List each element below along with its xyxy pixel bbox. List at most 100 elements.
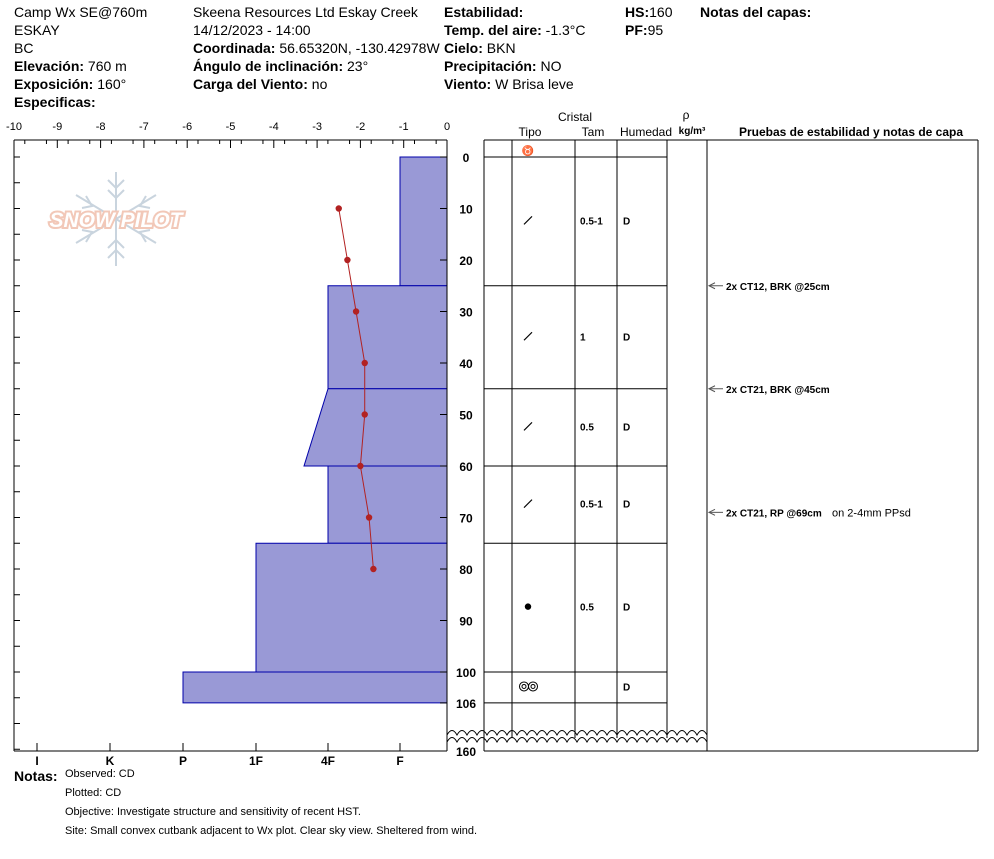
wind-label: Viento: bbox=[444, 76, 492, 92]
hs-row: HS:160 bbox=[625, 3, 672, 21]
hardness-tick-label: K bbox=[106, 754, 115, 768]
elevation-label: Elevación: bbox=[14, 58, 85, 74]
temp-tick-label: 0 bbox=[444, 121, 450, 133]
note-line-1: Observed: CD bbox=[65, 768, 135, 780]
decomposing-fragment-icon bbox=[523, 499, 533, 509]
temperature-profile bbox=[335, 205, 377, 573]
melt-freeze-icon bbox=[528, 681, 538, 692]
stability-label: Estabilidad: bbox=[444, 4, 524, 20]
rounded-grain-icon bbox=[524, 603, 532, 610]
hs-value: 160 bbox=[649, 4, 673, 20]
layer-size: 0.5-1 bbox=[580, 500, 603, 511]
break-wave-upper bbox=[446, 730, 708, 737]
precip-row: Precipitación: NO bbox=[444, 57, 586, 75]
note-line-4: Site: Small convex cutbank adjacent to W… bbox=[65, 825, 478, 837]
aspect-value: 160° bbox=[97, 76, 127, 92]
elevation-row: Elevación: 760 m bbox=[14, 57, 147, 75]
observation-datetime: 14/12/2023 - 14:00 bbox=[193, 22, 311, 38]
incline-row: Ángulo de inclinación: 23° bbox=[193, 57, 440, 75]
temperature-point bbox=[352, 308, 360, 315]
layer-moisture: D bbox=[623, 422, 630, 433]
temp-tick-label: -4 bbox=[269, 121, 279, 133]
surface-grain-icon: ♉ bbox=[522, 144, 534, 157]
decomposing-fragment-icon bbox=[523, 215, 533, 225]
airtemp-row: Temp. del aire: -1.3°C bbox=[444, 21, 586, 39]
airtemp-label: Temp. del aire: bbox=[444, 22, 542, 38]
note-line-3: Objective: Investigate structure and sen… bbox=[65, 806, 361, 818]
snowpilot-logo: SNOW PILOT bbox=[48, 172, 187, 266]
area-name: ESKAY bbox=[14, 22, 60, 38]
temp-tick-label: -7 bbox=[139, 121, 149, 133]
decomposing-fragment-icon bbox=[523, 331, 533, 341]
hardness-layer-4 bbox=[327, 465, 448, 544]
depth-tick-label: 90 bbox=[459, 615, 473, 629]
depth-tick-label: 80 bbox=[459, 563, 473, 577]
header-tests: Pruebas de estabilidad y notas de capa bbox=[739, 125, 963, 139]
temp-tick-label: -6 bbox=[182, 121, 192, 133]
stability-test-label: 2x CT21, RP @69cm bbox=[726, 508, 822, 519]
temperature-point bbox=[344, 256, 351, 264]
wind-value: W Brisa leve bbox=[495, 76, 574, 92]
melt-freeze-icon-inner bbox=[530, 683, 536, 689]
layer-notes-label: Notas del capas: bbox=[700, 4, 812, 20]
sky-row: Cielo: BKN bbox=[444, 39, 586, 57]
coordinate-value: 56.65320N, -130.42978W bbox=[279, 40, 440, 56]
precip-label: Precipitación: bbox=[444, 58, 537, 74]
region-name: BC bbox=[14, 40, 34, 56]
temperature-point bbox=[361, 359, 368, 367]
break-wave-lower bbox=[446, 737, 708, 744]
temp-tick-label: -10 bbox=[6, 121, 22, 133]
temperature-point bbox=[365, 514, 373, 521]
layer-moisture: D bbox=[623, 332, 630, 343]
header-rho: ρ bbox=[683, 108, 690, 122]
depth-tick-label: 20 bbox=[459, 254, 473, 268]
hardness-layer-6 bbox=[182, 671, 448, 704]
layer-size: 0.5 bbox=[580, 603, 594, 614]
sky-value: BKN bbox=[486, 40, 516, 56]
melt-freeze-icon-inner bbox=[521, 683, 527, 689]
pf-value: 95 bbox=[647, 22, 664, 38]
depth-tick-label: 60 bbox=[459, 460, 473, 474]
depth-tick-label: 100 bbox=[456, 666, 476, 680]
stability-test-arrowhead bbox=[707, 282, 716, 290]
depth-tick-label: 70 bbox=[459, 512, 473, 526]
aspect-label: Exposición: bbox=[14, 76, 94, 92]
site-name: Camp Wx SE@760m bbox=[14, 4, 148, 20]
incline-value: 23° bbox=[347, 58, 369, 74]
temp-tick-label: -5 bbox=[226, 121, 236, 133]
pf-label: PF: bbox=[625, 22, 648, 38]
precip-value: NO bbox=[540, 58, 562, 74]
logo-text: SNOW PILOT bbox=[50, 209, 185, 232]
melt-freeze-icon bbox=[519, 681, 529, 692]
layer-moisture: D bbox=[623, 500, 630, 511]
header-col-4: HS:160 PF:95 bbox=[625, 3, 672, 39]
windload-value: no bbox=[311, 76, 328, 92]
stability-test-label: 2x CT21, BRK @45cm bbox=[726, 385, 830, 396]
hardness-tick-label: P bbox=[179, 754, 187, 768]
temperature-point bbox=[361, 411, 368, 418]
layer-moisture: D bbox=[623, 216, 630, 227]
depth-tick-label: 0 bbox=[463, 151, 470, 165]
stability-test-label: 2x CT12, BRK @25cm bbox=[726, 282, 830, 293]
temp-tick-label: -8 bbox=[96, 121, 106, 133]
stability-test-arrowhead bbox=[707, 385, 716, 393]
depth-tick-label: 40 bbox=[459, 357, 473, 371]
aspect-row: Exposición: 160° bbox=[14, 75, 147, 93]
pf-row: PF:95 bbox=[625, 21, 672, 39]
sky-label: Cielo: bbox=[444, 40, 483, 56]
hardness-tick-label: I bbox=[35, 754, 38, 768]
incline-label: Ángulo de inclinación: bbox=[193, 58, 344, 74]
temp-tick-label: -9 bbox=[52, 121, 62, 133]
decomposing-fragment-icon bbox=[523, 421, 533, 431]
depth-tick-label: 30 bbox=[459, 306, 473, 320]
hardness-layer-3 bbox=[303, 388, 448, 467]
coordinate-label: Coordinada: bbox=[193, 40, 276, 56]
notes-label: Notas: bbox=[14, 768, 58, 784]
coordinate-row: Coordinada: 56.65320N, -130.42978W bbox=[193, 39, 440, 57]
airtemp-value: -1.3°C bbox=[545, 22, 586, 38]
hs-label: HS: bbox=[625, 4, 650, 20]
header-col-2: Skeena Resources Ltd Eskay Creek 14/12/2… bbox=[193, 3, 440, 93]
hardness-layer-5 bbox=[255, 542, 448, 673]
windload-label: Carga del Viento: bbox=[193, 76, 308, 92]
temp-tick-label: -3 bbox=[312, 121, 322, 133]
